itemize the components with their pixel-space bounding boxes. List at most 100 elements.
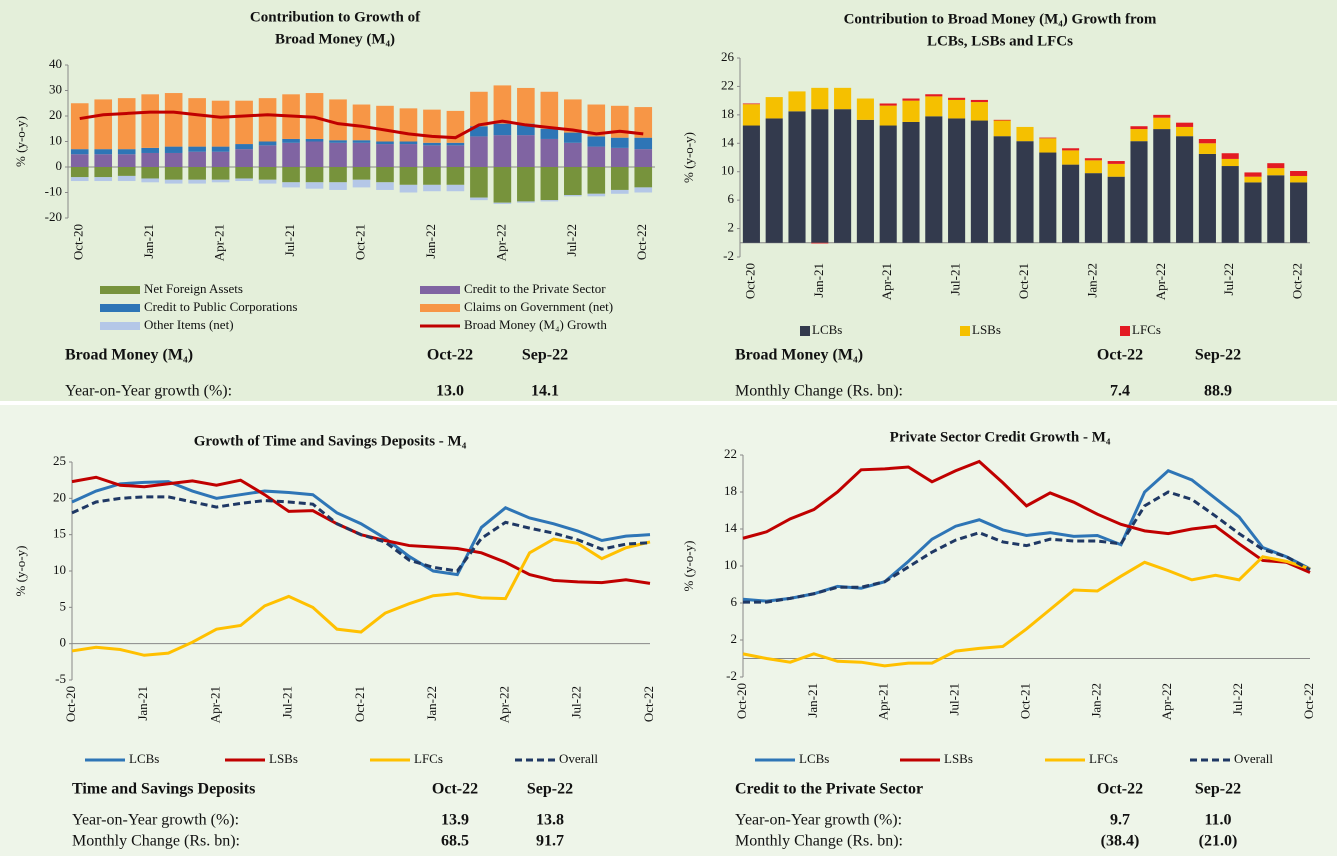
- bar-segment: [1084, 173, 1102, 243]
- y-tick-label: 30: [49, 81, 62, 96]
- legend-label: Credit to the Private Sector: [464, 281, 606, 296]
- y-tick-label: 14: [721, 134, 735, 149]
- bar-segment: [305, 138, 324, 142]
- bar-segment: [765, 97, 783, 119]
- x-tick-label: Oct-20: [734, 683, 749, 719]
- legend-label: Claims on Government (net): [464, 299, 613, 314]
- bar-segment: [446, 167, 465, 185]
- bar-segment: [634, 167, 653, 188]
- table-header: Oct-22: [1097, 781, 1143, 798]
- bar-segment: [1176, 122, 1194, 127]
- bar-segment: [564, 132, 582, 143]
- legend-label: LFCs: [414, 751, 443, 766]
- bar-segment: [235, 178, 253, 182]
- legend-label: LSBs: [269, 751, 298, 766]
- table-cell: 13.8: [536, 812, 564, 829]
- bar-segment: [925, 96, 943, 117]
- series-line: [79, 110, 644, 140]
- x-tick-label: Oct-22: [1290, 263, 1305, 299]
- bar-segment: [1290, 175, 1308, 183]
- bar-segment: [117, 167, 136, 176]
- x-tick-label: Jan-21: [811, 263, 826, 298]
- bar-segment: [1107, 176, 1125, 243]
- bar-segment: [1221, 166, 1239, 243]
- bar-segment: [1062, 150, 1080, 165]
- y-tick-label: 14: [724, 520, 738, 535]
- bar-segment: [1084, 160, 1102, 174]
- bar-segment: [329, 182, 347, 190]
- bar-segment: [902, 100, 920, 122]
- table-header: Sep-22: [527, 781, 573, 798]
- x-tick-label: Jan-21: [135, 686, 150, 721]
- series-line: [742, 555, 1311, 668]
- bar-segment: [1198, 153, 1216, 243]
- legend-swatch: [800, 326, 810, 336]
- bar-segment: [856, 119, 874, 243]
- bar-segment: [564, 99, 582, 133]
- x-tick-label: Oct-22: [641, 686, 656, 722]
- bar-segment: [1130, 141, 1148, 243]
- bar-segment: [610, 105, 629, 138]
- legend-label: LCBs: [812, 322, 842, 337]
- bar-segment: [540, 138, 559, 167]
- bar-segment: [235, 100, 253, 145]
- table-header: Broad Money (M₄): [65, 347, 193, 364]
- bar-segment: [517, 135, 535, 167]
- bar-segment: [423, 167, 441, 185]
- bar-segment: [352, 104, 371, 141]
- bar-segment: [517, 201, 535, 203]
- bar-segment: [282, 142, 300, 167]
- bar-segment: [610, 189, 629, 194]
- bar-segment: [1176, 126, 1194, 137]
- x-tick-label: Jan-21: [141, 224, 156, 259]
- bar-segment: [540, 167, 559, 201]
- bar-segment: [1153, 129, 1171, 243]
- bar-segment: [141, 167, 159, 179]
- bar-segment: [329, 142, 347, 167]
- bar-segment: [634, 107, 653, 138]
- legend-label: Net Foreign Assets: [144, 281, 243, 296]
- bar-segment: [376, 144, 394, 167]
- table-cell: Year-on-Year growth (%):: [72, 812, 239, 829]
- bar-segment: [352, 167, 371, 180]
- y-tick-label: 18: [724, 483, 737, 498]
- y-tick-label: 40: [49, 56, 62, 71]
- bar-segment: [188, 146, 206, 152]
- legend-label: LFCs: [1089, 751, 1118, 766]
- x-tick-label: Jul-21: [282, 224, 297, 257]
- y-tick-label: 2: [728, 220, 735, 235]
- bar-segment: [634, 137, 653, 150]
- bar-segment: [399, 167, 418, 185]
- x-tick-label: Apr-22: [1159, 683, 1174, 720]
- bar-segment: [742, 103, 760, 105]
- bar-segment: [1062, 148, 1080, 151]
- bar-segment: [493, 167, 512, 203]
- y-tick-label: 20: [53, 489, 66, 504]
- bar-segment: [1153, 114, 1171, 118]
- bar-segment: [765, 118, 783, 243]
- y-axis-label: % (y-o-y): [13, 116, 28, 167]
- table-cell: Year-on-Year growth (%):: [735, 812, 902, 829]
- table-cell: 13.9: [441, 812, 469, 829]
- bar-segment: [446, 184, 465, 192]
- table-cell: Monthly Change (Rs. bn):: [735, 383, 903, 400]
- table-cell: 7.4: [1110, 383, 1130, 400]
- table-cell: 9.7: [1110, 812, 1130, 829]
- y-tick-label: 25: [53, 453, 66, 468]
- bar-segment: [970, 102, 988, 121]
- bar-segment: [376, 105, 394, 142]
- y-tick-label: -2: [726, 668, 737, 683]
- table-header: Oct-22: [1097, 347, 1143, 364]
- legend-label: Broad Money (M₄) Growth: [464, 317, 607, 332]
- bar-segment: [1267, 168, 1285, 176]
- bar-segment: [211, 146, 230, 152]
- x-tick-label: Apr-21: [879, 263, 894, 300]
- bar-segment: [1176, 136, 1194, 243]
- y-tick-label: 22: [721, 77, 734, 92]
- bar-segment: [1153, 117, 1171, 130]
- bar-segment: [329, 140, 347, 143]
- bar-segment: [258, 145, 277, 167]
- bar-segment: [1130, 126, 1148, 130]
- bar-segment: [879, 103, 897, 106]
- table-cell: Monthly Change (Rs. bn):: [735, 833, 903, 850]
